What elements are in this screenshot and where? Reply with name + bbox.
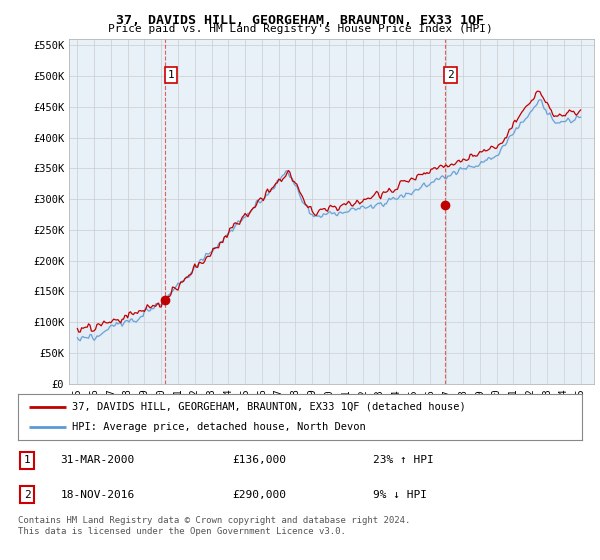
- Text: 1: 1: [23, 455, 31, 465]
- Text: Price paid vs. HM Land Registry's House Price Index (HPI): Price paid vs. HM Land Registry's House …: [107, 24, 493, 34]
- Text: 31-MAR-2000: 31-MAR-2000: [60, 455, 134, 465]
- Text: 18-NOV-2016: 18-NOV-2016: [60, 489, 134, 500]
- Text: 37, DAVIDS HILL, GEORGEHAM, BRAUNTON, EX33 1QF: 37, DAVIDS HILL, GEORGEHAM, BRAUNTON, EX…: [116, 14, 484, 27]
- Text: 37, DAVIDS HILL, GEORGEHAM, BRAUNTON, EX33 1QF (detached house): 37, DAVIDS HILL, GEORGEHAM, BRAUNTON, EX…: [71, 402, 466, 412]
- Text: £290,000: £290,000: [232, 489, 286, 500]
- Text: Contains HM Land Registry data © Crown copyright and database right 2024.
This d: Contains HM Land Registry data © Crown c…: [18, 516, 410, 536]
- Text: £136,000: £136,000: [232, 455, 286, 465]
- Text: 23% ↑ HPI: 23% ↑ HPI: [373, 455, 434, 465]
- Text: 2: 2: [447, 70, 454, 80]
- Text: 9% ↓ HPI: 9% ↓ HPI: [373, 489, 427, 500]
- Text: 2: 2: [23, 489, 31, 500]
- Text: HPI: Average price, detached house, North Devon: HPI: Average price, detached house, Nort…: [71, 422, 365, 432]
- Text: 1: 1: [168, 70, 175, 80]
